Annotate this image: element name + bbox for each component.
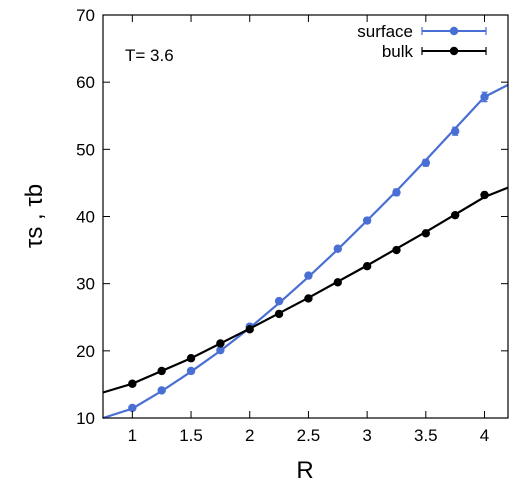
y-tick-label-5: 60: [76, 73, 95, 92]
legend-label-surface: surface: [357, 22, 413, 41]
series-surface-point-9: [392, 188, 401, 197]
series-bulk-point-1: [157, 366, 166, 376]
series-bulk-point-10: [421, 229, 431, 238]
series-surface-point-10: [421, 158, 431, 167]
x-tick-label-1: 1.5: [179, 426, 203, 445]
series-bulk-point-3: [216, 339, 225, 348]
series-surface-point-7: [333, 244, 342, 253]
series-surface-point-5: [274, 296, 284, 306]
series-bulk-point-12: [480, 190, 489, 200]
x-tick-label-4: 3: [362, 426, 371, 445]
series-bulk-point-0: [128, 379, 137, 388]
y-tick-label-2: 30: [76, 275, 95, 294]
annotation-text: T= 3.6: [125, 46, 174, 65]
x-tick-label-0: 1: [128, 426, 137, 445]
y-tick-label-4: 50: [76, 140, 95, 159]
legend-label-bulk: bulk: [382, 42, 414, 61]
x-tick-label-3: 2.5: [297, 426, 321, 445]
y-axis-label: τs , τb: [21, 184, 48, 248]
series-surface-point-11: [450, 126, 460, 136]
y-tick-label-3: 40: [76, 208, 95, 227]
x-tick-label-2: 2: [245, 426, 254, 445]
series-bulk-point-9: [392, 245, 401, 255]
series-bulk-point-4: [245, 325, 254, 334]
x-tick-label-5: 3.5: [414, 426, 438, 445]
series-bulk-point-7: [333, 278, 342, 287]
y-tick-label-1: 20: [76, 342, 95, 361]
series-surface-point-3: [216, 345, 225, 355]
x-axis-label: R: [296, 457, 313, 484]
series-layer: [102, 83, 509, 420]
series-bulk-point-5: [274, 309, 284, 319]
series-surface-point-1: [157, 386, 166, 395]
series-bulk-point-2: [186, 354, 196, 363]
legend-marker-bulk: [449, 46, 459, 56]
y-tick-label-6: 70: [76, 6, 95, 25]
series-surface-point-12: [480, 92, 489, 102]
y-tick-label-0: 10: [76, 409, 95, 428]
series-surface-point-0: [128, 403, 137, 413]
series-surface-point-6: [304, 271, 313, 280]
series-surface-point-2: [186, 366, 196, 376]
ticks-layer: 1 1.5 2 2.5 3 3.5 4 10 20 30 40 50 60 70: [76, 6, 508, 445]
legend-marker-surface: [449, 26, 459, 36]
series-bulk-point-6: [304, 294, 313, 303]
x-tick-label-6: 4: [480, 426, 489, 445]
series-surface-point-8: [362, 216, 372, 225]
series-bulk-point-8: [362, 262, 372, 271]
series-bulk-point-11: [450, 210, 460, 220]
